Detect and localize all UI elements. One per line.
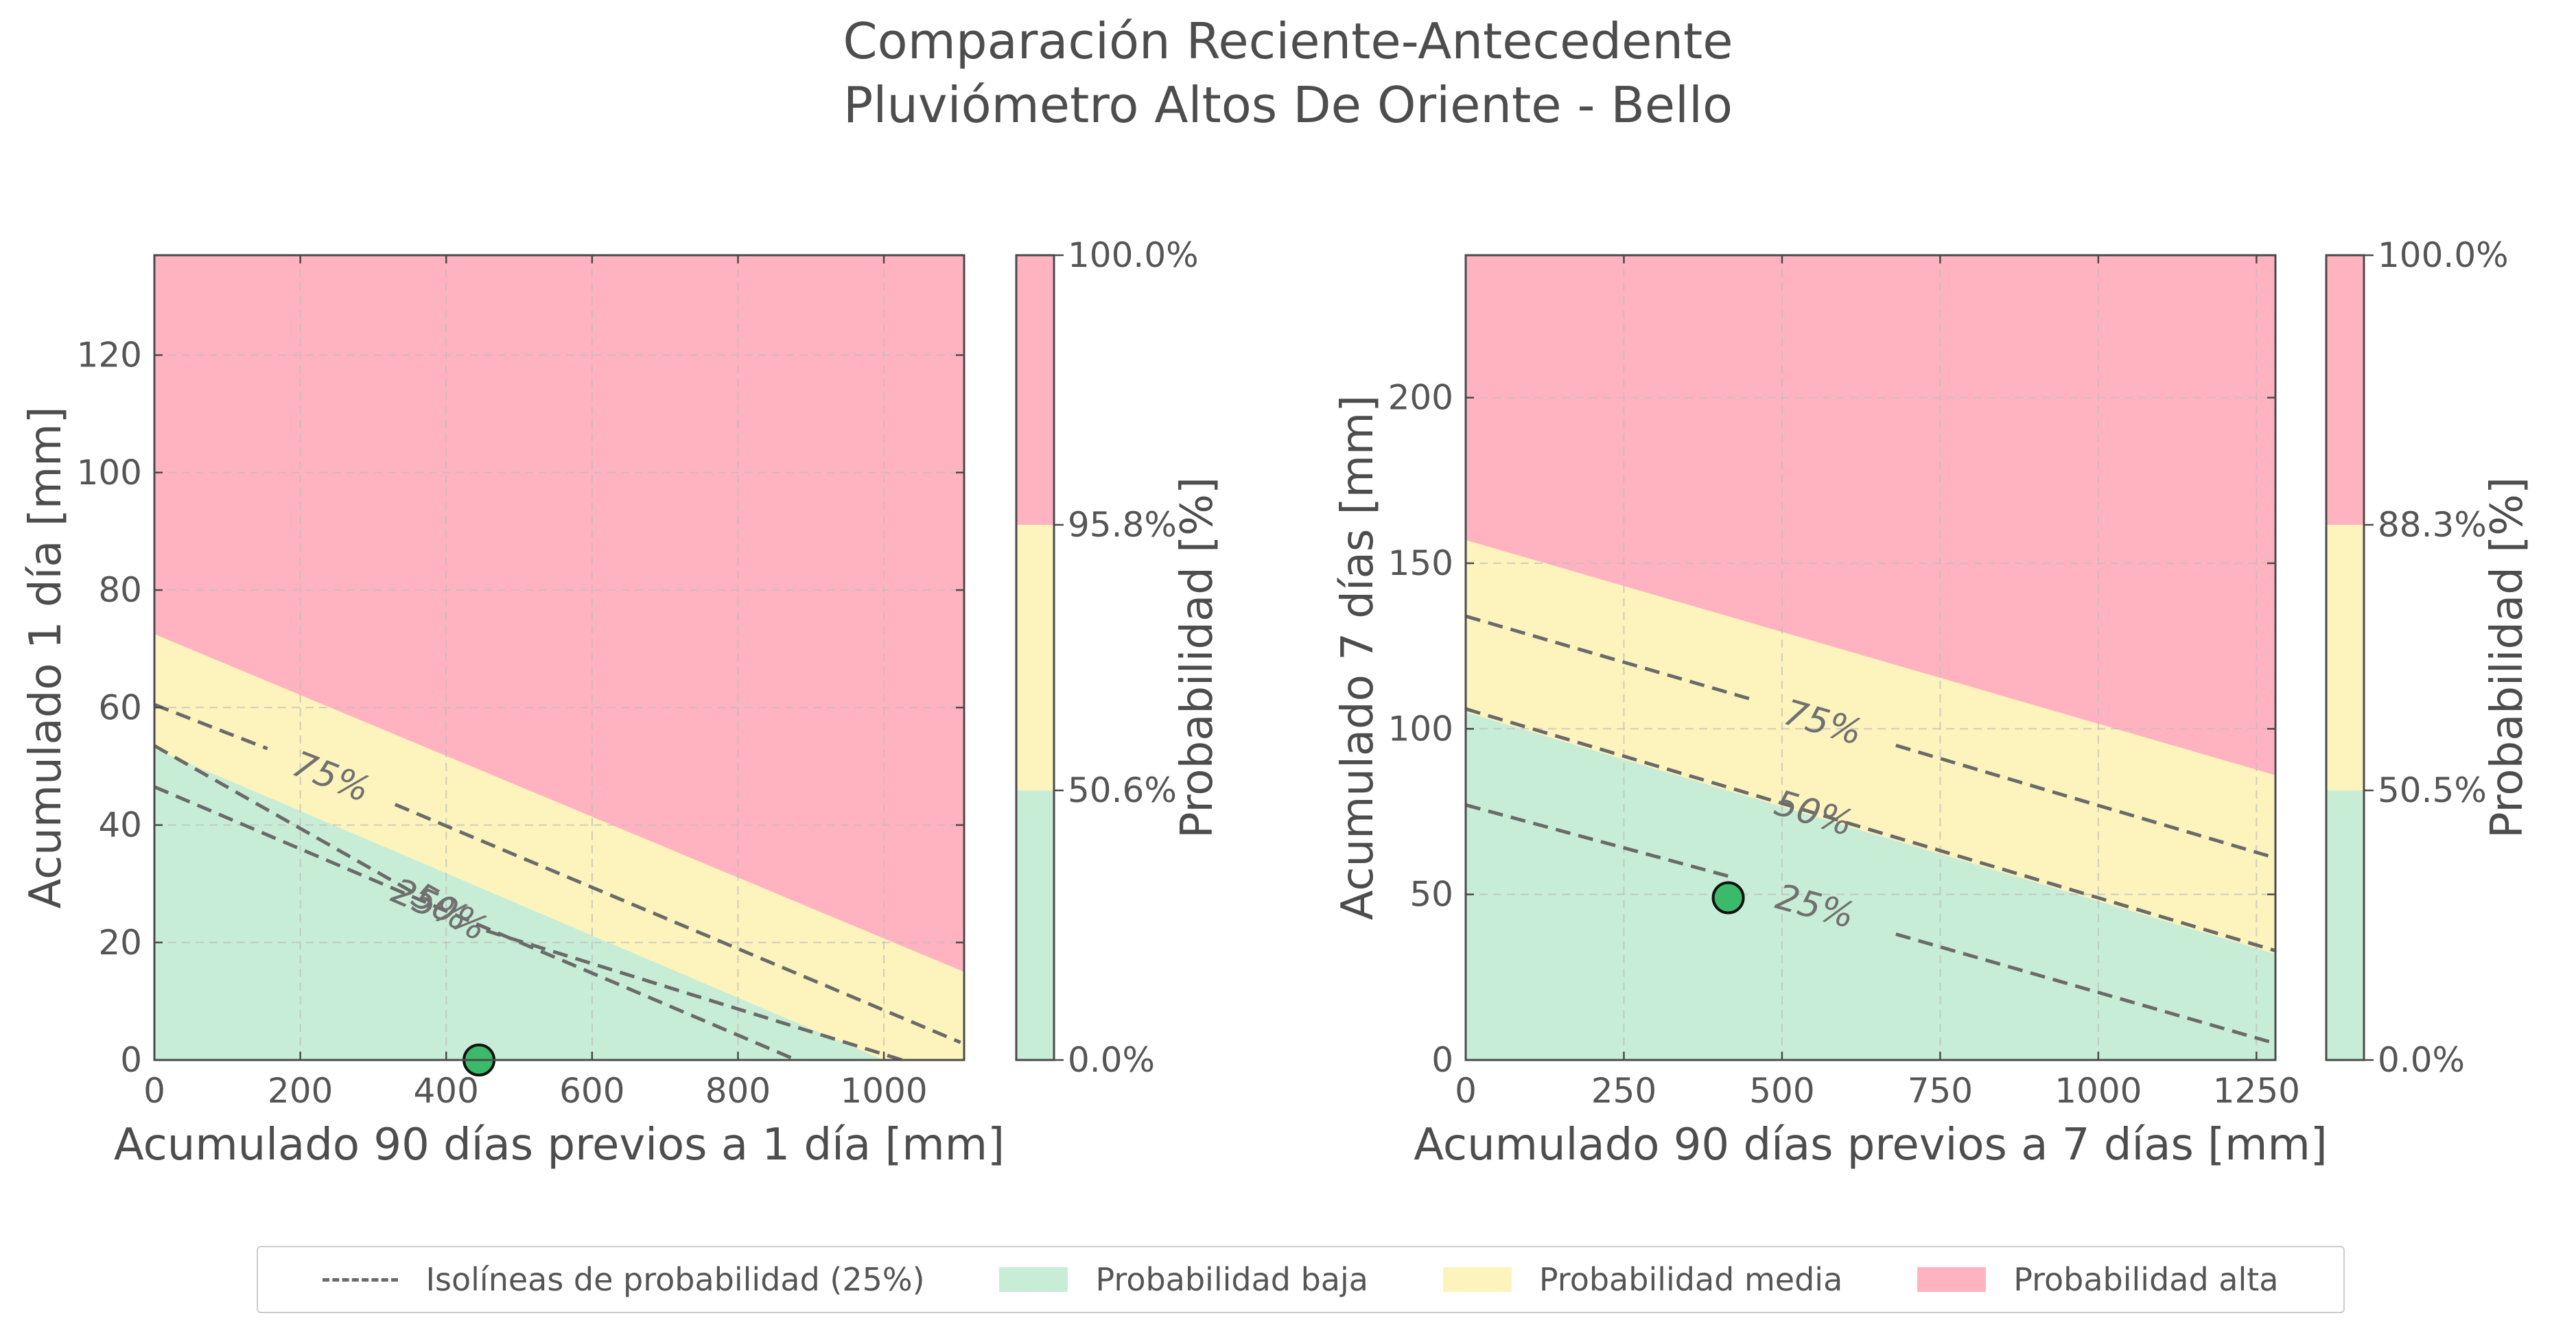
x-tick-label: 0 bbox=[1455, 1071, 1477, 1111]
legend: Isolíneas de probabilidad (25%) Probabil… bbox=[257, 1246, 2345, 1313]
isoline-25-segment bbox=[1895, 932, 2275, 1046]
colorbar-tick-label: 100.0% bbox=[2378, 235, 2509, 275]
legend-item-low: Probabilidad baja bbox=[999, 1261, 1368, 1298]
y-tick-label: 120 bbox=[77, 335, 142, 375]
legend-item-medium: Probabilidad media bbox=[1442, 1261, 1843, 1298]
x-tick-label: 200 bbox=[268, 1071, 333, 1111]
colorbar-tick-label: 88.3% bbox=[2378, 505, 2487, 545]
plot-area: 25%50%75% bbox=[1466, 255, 2275, 1060]
x-tick-label: 1000 bbox=[2054, 1071, 2142, 1111]
plot-area: 25%50%75% bbox=[154, 255, 964, 1060]
region-low bbox=[1466, 712, 2275, 1060]
legend-label-medium: Probabilidad media bbox=[1538, 1261, 1843, 1298]
x-tick-label: 0 bbox=[143, 1071, 165, 1111]
plot-frame bbox=[153, 254, 965, 1061]
x-tick-label: 250 bbox=[1591, 1071, 1656, 1111]
colorbar-segment-low bbox=[2326, 790, 2364, 1060]
x-tick-label: 400 bbox=[414, 1071, 479, 1111]
figure-title-line2: Pluviómetro Altos De Oriente - Bello bbox=[843, 76, 1733, 134]
colorbar-tick-label: 95.8% bbox=[1068, 505, 1177, 545]
legend-item-isolines: Isolíneas de probabilidad (25%) bbox=[323, 1261, 925, 1298]
x-tick-label: 1250 bbox=[2213, 1071, 2300, 1111]
isoline-50-segment bbox=[154, 744, 414, 895]
x-tick-label: 800 bbox=[705, 1071, 771, 1111]
colorbar-frame bbox=[2325, 254, 2365, 1061]
y-tick-label: 100 bbox=[77, 453, 142, 493]
x-tick-label: 1000 bbox=[840, 1071, 927, 1111]
isoline-50-segment bbox=[485, 929, 903, 1060]
y-tick-label: 200 bbox=[1388, 378, 1453, 418]
legend-swatch-high bbox=[1917, 1267, 1987, 1292]
figure-title-line1: Comparación Reciente-Antecedente bbox=[843, 12, 1733, 70]
colorbar-segment-high bbox=[1016, 255, 1054, 525]
colorbar-label: Probabilidad [%] bbox=[2482, 477, 2533, 838]
colorbar-tick-label: 50.5% bbox=[2378, 770, 2487, 810]
x-axis-label: Acumulado 90 días previos a 1 día [mm] bbox=[114, 1120, 1005, 1170]
colorbar-segment-high bbox=[2326, 255, 2364, 525]
isoline-75-segment bbox=[154, 703, 268, 751]
legend-dash-swatch bbox=[323, 1277, 399, 1282]
plot-frame bbox=[1464, 254, 2277, 1061]
x-tick-label: 600 bbox=[559, 1071, 624, 1111]
colorbar-tick-label: 50.6% bbox=[1068, 770, 1177, 810]
colorbar-segment-medium bbox=[2326, 524, 2364, 791]
y-tick-label: 100 bbox=[1388, 709, 1453, 749]
colorbar-tick-label: 0.0% bbox=[2378, 1040, 2465, 1080]
x-tick-label: 500 bbox=[1749, 1071, 1814, 1111]
colorbar-frame bbox=[1015, 254, 1055, 1061]
y-tick-label: 60 bbox=[98, 687, 142, 727]
colorbar-segment-medium bbox=[1016, 524, 1054, 791]
colorbar-tick-label: 0.0% bbox=[1068, 1040, 1155, 1080]
y-tick-label: 0 bbox=[120, 1040, 142, 1080]
colorbar-label: Probabilidad [%] bbox=[1172, 477, 1223, 838]
y-axis-label: Acumulado 7 días [mm] bbox=[1333, 395, 1383, 920]
y-tick-label: 20 bbox=[98, 923, 142, 963]
y-tick-label: 80 bbox=[98, 570, 142, 610]
legend-label-high: Probabilidad alta bbox=[2013, 1261, 2279, 1298]
y-tick-label: 0 bbox=[1431, 1040, 1453, 1080]
current-point-marker bbox=[1711, 881, 1745, 915]
region-low bbox=[154, 749, 885, 1060]
legend-swatch-medium bbox=[1442, 1267, 1512, 1292]
y-axis-label: Acumulado 1 día [mm] bbox=[21, 406, 71, 908]
colorbar-segment-low bbox=[1016, 790, 1054, 1060]
chart-7-day: 25%50%75%0 250 500 750 1000 1250050100150200A… bbox=[1333, 235, 2533, 1170]
x-tick-label: 750 bbox=[1908, 1071, 1973, 1111]
y-tick-label: 150 bbox=[1388, 543, 1453, 583]
isoline-75-segment bbox=[1895, 744, 2275, 860]
legend-swatch-low bbox=[999, 1267, 1068, 1292]
isoline-75-segment bbox=[1466, 614, 1751, 701]
isoline-50-segment bbox=[1466, 707, 2275, 953]
y-tick-label: 50 bbox=[1409, 875, 1453, 915]
legend-label-low: Probabilidad baja bbox=[1095, 1261, 1368, 1298]
chart-1-day: 25%50%75% 0 200 400 600 800 1000 0 20 40 60 80 100 12… bbox=[21, 235, 1223, 1170]
legend-item-high: Probabilidad alta bbox=[1917, 1261, 2279, 1298]
x-axis-label: Acumulado 90 días previos a 7 días [mm] bbox=[1414, 1120, 2328, 1170]
legend-label-isolines: Isolíneas de probabilidad (25%) bbox=[425, 1261, 925, 1298]
colorbar-tick-label: 100.0% bbox=[1068, 235, 1199, 275]
isoline-75-segment bbox=[394, 803, 961, 1044]
y-tick-label: 40 bbox=[98, 805, 142, 845]
